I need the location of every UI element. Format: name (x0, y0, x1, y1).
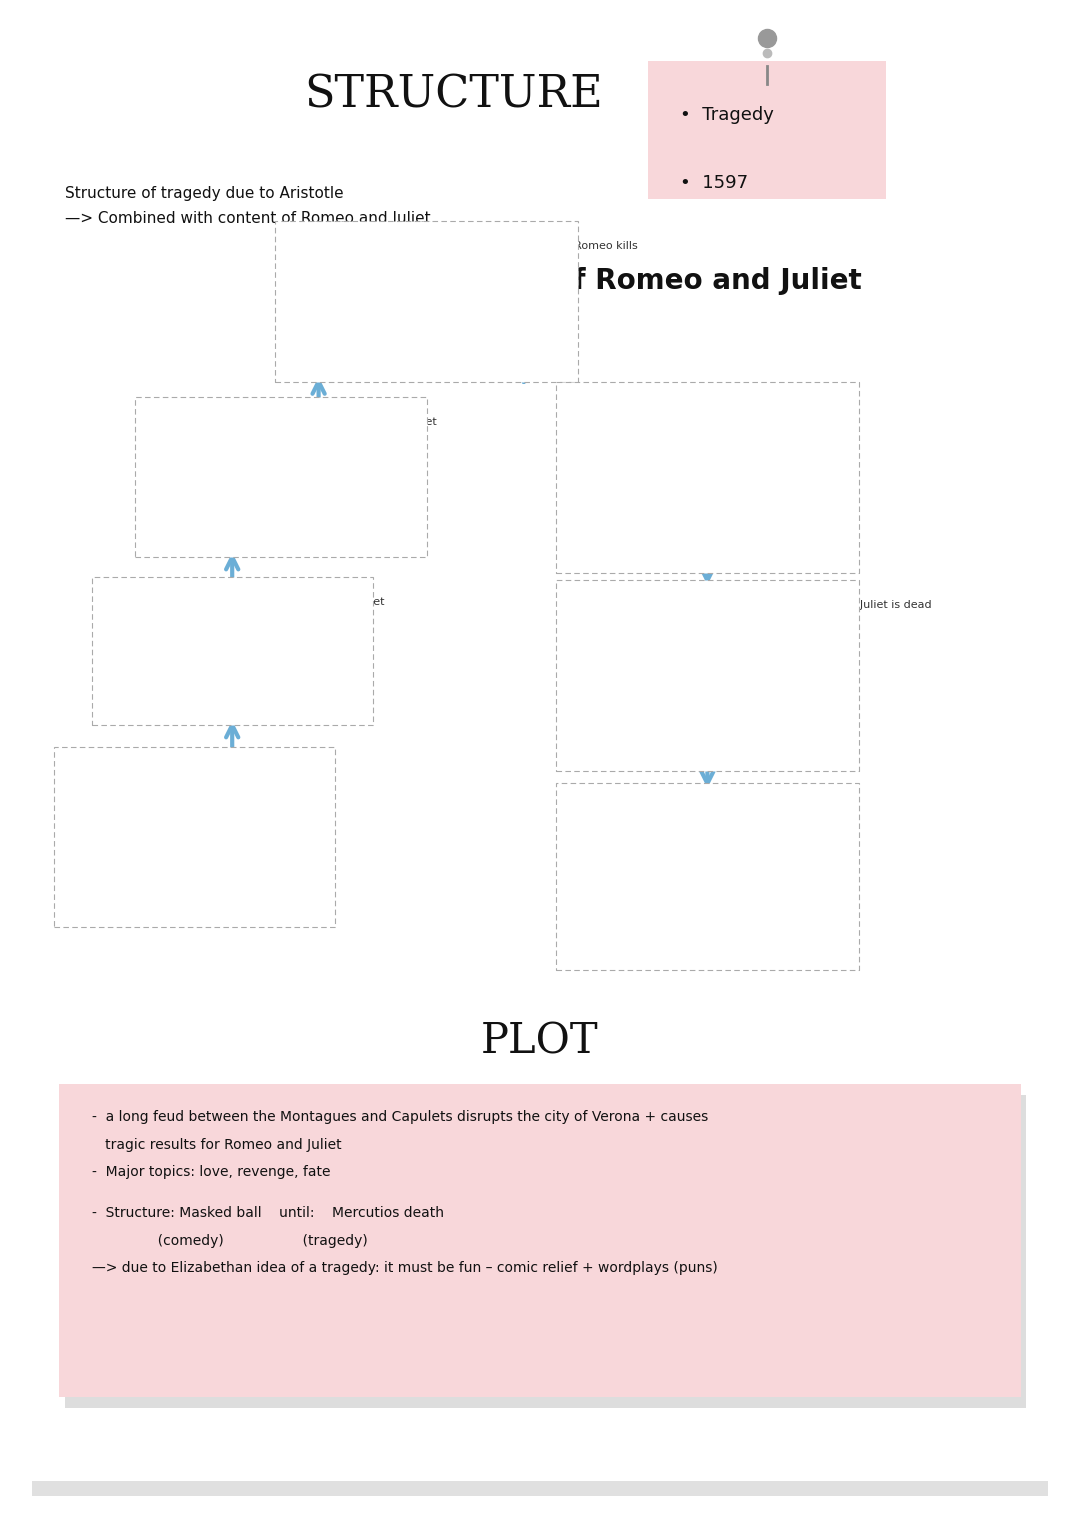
Text: Exciting Force:: Exciting Force: (108, 597, 201, 608)
FancyBboxPatch shape (648, 61, 886, 199)
Text: -  a long feud between the Montagues and Capulets disrupts the city of Verona + : - a long feud between the Montagues and … (92, 1110, 708, 1124)
Text: -  Major topics: love, revenge, fate: - Major topics: love, revenge, fate (92, 1165, 330, 1179)
Text: Rising Action:: Rising Action: (151, 417, 238, 428)
Text: Catastrophe: Romeo drinks the poison and dies.
Juliet wakes up, finds Romeo dead: Catastrophe: Romeo drinks the poison and… (572, 803, 840, 880)
Text: Climax or Turning Point:: Climax or Turning Point: (292, 241, 443, 252)
Text: Exciting Force: Romeo meets Juliet at the Capulet
house and completely forgets a: Exciting Force: Romeo meets Juliet at th… (108, 597, 384, 634)
Text: •  1597: • 1597 (680, 174, 748, 192)
FancyBboxPatch shape (65, 1095, 1026, 1408)
Text: tragic results for Romeo and Juliet: tragic results for Romeo and Juliet (92, 1138, 341, 1151)
Text: STRUCTURE: STRUCTURE (305, 73, 603, 116)
Text: -  Structure: Masked ball    until:    Mercutios death: - Structure: Masked ball until: Mercutio… (92, 1206, 444, 1220)
Text: (comedy)                  (tragedy): (comedy) (tragedy) (92, 1234, 367, 1248)
FancyBboxPatch shape (556, 382, 859, 573)
Text: Climax or Turning Point: Tybalt kills Mercutio, then Romeo kills
Tybalt. The Pri: Climax or Turning Point: Tybalt kills Me… (292, 241, 637, 278)
FancyBboxPatch shape (92, 577, 373, 725)
FancyBboxPatch shape (59, 1084, 1021, 1397)
Text: Structure of tragedy due to Aristotle
—> Combined with content of Romeo and Juli: Structure of tragedy due to Aristotle —>… (65, 186, 431, 226)
Text: Exposition: Romeo shows his lust for Rosaline;
normal conversations in Montague
: Exposition: Romeo shows his lust for Ros… (70, 767, 327, 829)
FancyBboxPatch shape (556, 580, 859, 771)
Text: Exposition:: Exposition: (70, 767, 139, 777)
Text: Falling Action: Paris will soon be married to Juliet,
and the Capulets do not kn: Falling Action: Paris will soon be marri… (572, 402, 847, 464)
Text: Plot Structure of Romeo and Juliet: Plot Structure of Romeo and Juliet (324, 267, 862, 295)
Text: •  Tragedy: • Tragedy (680, 105, 774, 124)
FancyBboxPatch shape (556, 783, 859, 970)
Text: —> due to Elizabethan idea of a tragedy: it must be fun – comic relief + wordpla: —> due to Elizabethan idea of a tragedy:… (92, 1261, 717, 1275)
Text: Rising Action: Romeo needs to secretly marry Juliet
fearing that a Capulet and a: Rising Action: Romeo needs to secretly m… (151, 417, 437, 454)
FancyBboxPatch shape (32, 31, 1048, 1496)
FancyBboxPatch shape (54, 747, 335, 927)
Text: Falling Action:: Falling Action: (572, 402, 662, 412)
FancyBboxPatch shape (135, 397, 427, 557)
Text: Moment of Final Suspense:: Moment of Final Suspense: (572, 600, 742, 611)
Text: Moment of Final Suspense: Romeo is informed that Juliet is dead
when she is real: Moment of Final Suspense: Romeo is infor… (572, 600, 932, 663)
FancyBboxPatch shape (32, 23, 1048, 1481)
FancyBboxPatch shape (275, 221, 578, 382)
Text: PLOT: PLOT (482, 1020, 598, 1063)
Text: Catastrophe:: Catastrophe: (572, 803, 653, 814)
